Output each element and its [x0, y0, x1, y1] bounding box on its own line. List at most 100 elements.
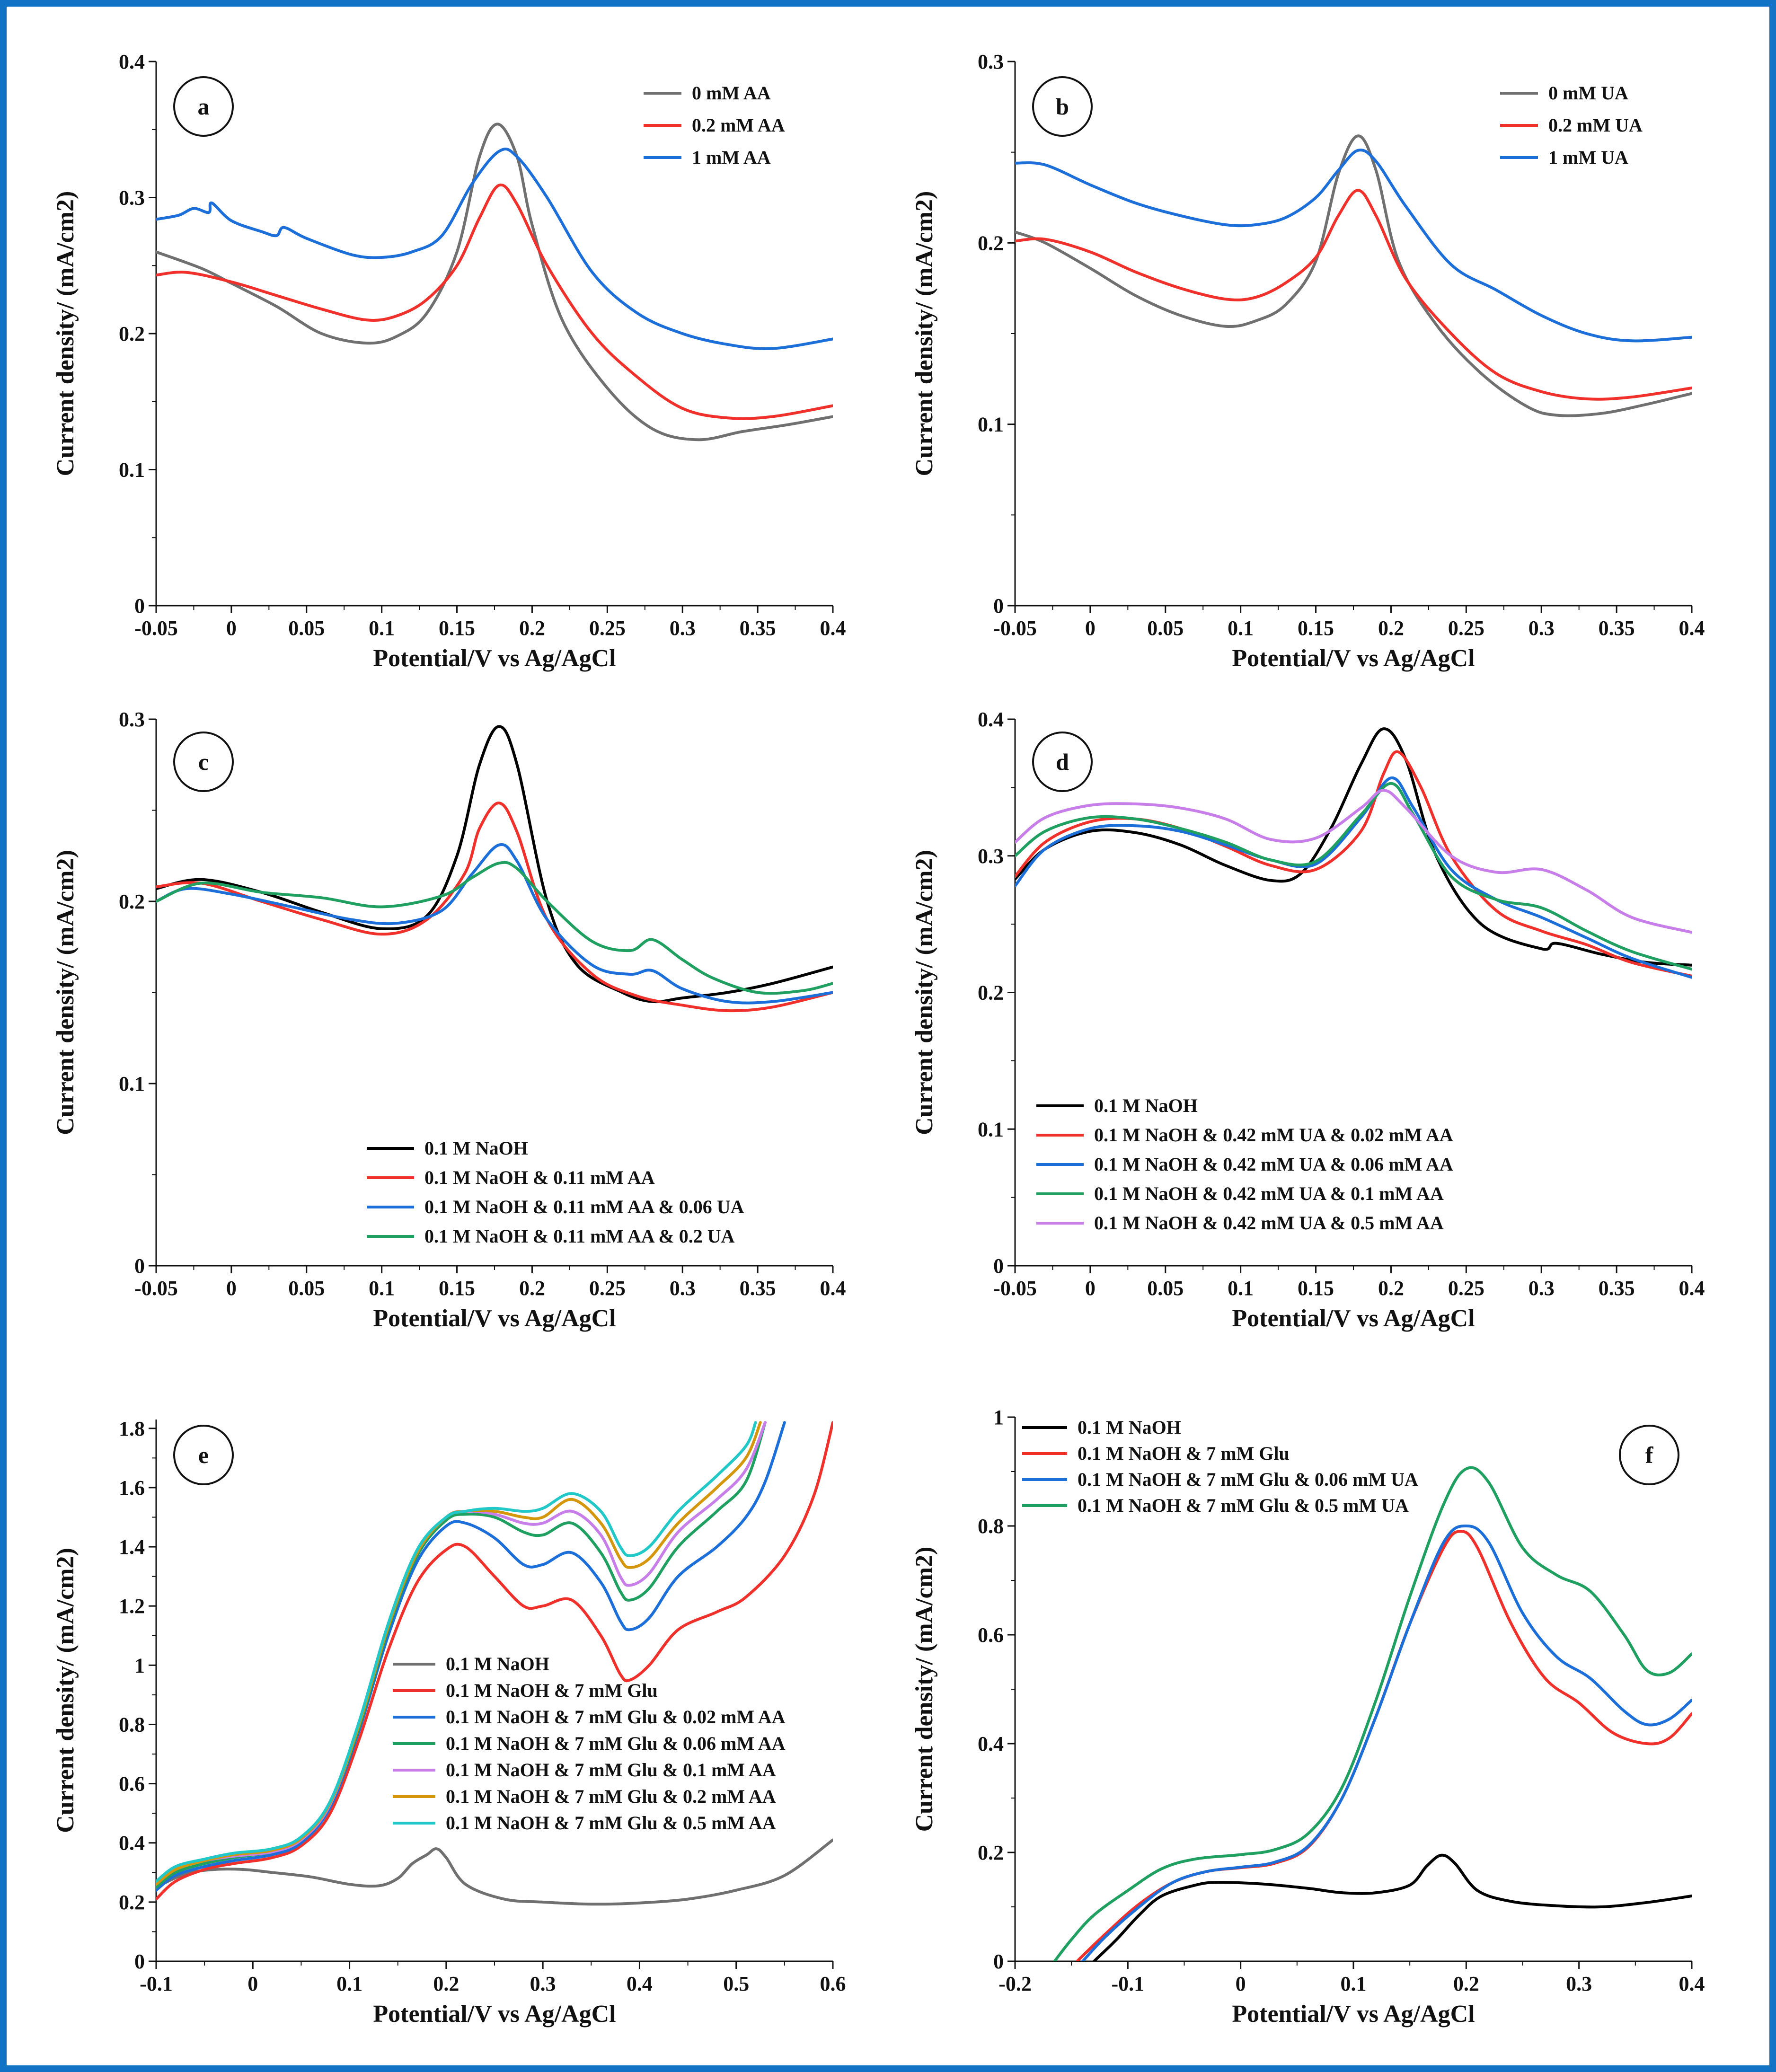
legend-label: 0.1 M NaOH & 7 mM Glu & 0.2 mM AA	[446, 1786, 776, 1807]
x-tick-label: 0.4	[627, 1972, 653, 1995]
x-tick-label: 0.2	[433, 1972, 459, 1995]
y-tick-label: 0	[134, 1950, 145, 1973]
legend-label: 0.1 M NaOH & 7 mM Glu & 0.5 mM AA	[446, 1812, 776, 1834]
x-tick-label: 0.5	[723, 1972, 749, 1995]
series-line-2	[156, 183, 833, 420]
panel-label: e	[198, 1442, 209, 1468]
chart-panel-b: -0.05 0 0.05 0.1 0.15 0.2 0.25 0.3 0.35 0.400.10.…	[911, 50, 1705, 672]
x-tick-label: 0.3	[670, 617, 696, 640]
x-tick-label: 0.35	[1599, 617, 1635, 640]
y-tick-label: 0.3	[119, 708, 145, 731]
x-tick-label: 0.1	[1228, 1277, 1254, 1300]
panel-label: b	[1056, 93, 1069, 120]
y-tick-label: 0.1	[119, 458, 145, 482]
x-tick-label: 0.05	[288, 1277, 325, 1300]
chart-panel-a: -0.05 0 0.05 0.1 0.15 0.2 0.25 0.3 0.35 0.400.10.…	[52, 50, 846, 672]
legend-label: 0.2 mM UA	[1548, 115, 1643, 136]
panel-label-circle	[1032, 732, 1093, 792]
y-tick-label: 0.3	[119, 186, 145, 210]
series-line-3	[1081, 1525, 1692, 1961]
y-axis-label: Current density/ (mA/cm2)	[52, 850, 79, 1135]
x-tick-label: 0.15	[439, 1277, 475, 1300]
panel-label: f	[1645, 1442, 1654, 1468]
x-tick-label: -0.05	[993, 1277, 1037, 1300]
legend-label: 0 mM UA	[1548, 82, 1628, 104]
y-tick-label: 1.6	[119, 1476, 145, 1499]
y-tick-label: 0.1	[978, 413, 1004, 436]
legend-label: 0.1 M NaOH & 7 mM Glu	[446, 1680, 658, 1701]
legend-label: 0.1 M NaOH & 7 mM Glu	[1078, 1443, 1290, 1464]
x-axis-label: Potential/V vs Ag/AgCl	[1232, 2001, 1475, 2028]
x-tick-label: 0.15	[439, 617, 475, 640]
y-tick-label: 0.2	[978, 1841, 1004, 1864]
x-tick-label: 0.35	[740, 1277, 776, 1300]
y-tick-label: 0.2	[119, 1891, 145, 1914]
x-tick-label: -0.1	[1112, 1972, 1145, 1995]
x-tick-label: 0.3	[530, 1972, 556, 1995]
y-tick-label: 0	[993, 1254, 1004, 1278]
legend-label: 0.1 M NaOH & 0.11 mM AA & 0.2 UA	[424, 1226, 735, 1247]
y-tick-label: 0.1	[978, 1118, 1004, 1141]
y-tick-label: 0.2	[119, 890, 145, 913]
legend-label: 0.1 M NaOH	[1078, 1417, 1181, 1438]
legend-label: 0.1 M NaOH & 7 mM Glu & 0.5 mM UA	[1078, 1495, 1409, 1516]
legend-label: 0.1 M NaOH & 0.42 mM UA & 0.06 mM AA	[1094, 1154, 1453, 1175]
panel-label-circle	[173, 732, 234, 792]
panel-label-circle	[1619, 1425, 1679, 1485]
x-tick-label: 0.3	[670, 1277, 696, 1300]
x-tick-label: 0.4	[1679, 1972, 1705, 1995]
x-tick-label: 0.4	[1679, 617, 1705, 640]
series-line-4	[1053, 1466, 1692, 1961]
x-tick-label: 0.2	[1378, 617, 1404, 640]
series-line-3	[156, 147, 833, 350]
panel-label-circle	[1032, 76, 1093, 137]
y-tick-label: 0	[993, 594, 1004, 617]
legend-label: 0.1 M NaOH	[1094, 1095, 1198, 1116]
y-tick-label: 1.8	[119, 1417, 145, 1440]
x-tick-label: -0.05	[134, 617, 178, 640]
series-line-4	[1015, 782, 1692, 971]
series-line-1	[156, 123, 833, 441]
legend-label: 0.1 M NaOH & 7 mM Glu & 0.02 mM AA	[446, 1706, 786, 1728]
legend-label: 0.1 M NaOH & 0.42 mM UA & 0.1 mM AA	[1094, 1183, 1444, 1204]
series-line-3	[1015, 149, 1692, 343]
y-tick-label: 0	[993, 1950, 1004, 1973]
series-line-2	[1015, 750, 1692, 978]
x-tick-label: 0.25	[1448, 617, 1484, 640]
y-tick-label: 0.3	[978, 845, 1004, 868]
x-tick-label: 0.25	[1448, 1277, 1484, 1300]
series-line-7	[156, 1421, 757, 1883]
x-tick-label: 0	[1236, 1972, 1246, 1995]
chart-panel-e: -0.1 0 0.1 0.2 0.3 0.4 0.5 0.600.20.40.60.811.2…	[52, 1417, 846, 2028]
panel-label-circle	[173, 76, 234, 137]
y-tick-label: 1	[993, 1406, 1004, 1429]
x-tick-label: -0.05	[134, 1277, 178, 1300]
panel-label: c	[198, 749, 209, 775]
y-axis-label: Current density/ (mA/cm2)	[52, 1548, 79, 1833]
series-line-3	[156, 843, 833, 1005]
legend-label: 0.1 M NaOH & 0.11 mM AA & 0.06 UA	[424, 1196, 744, 1217]
x-tick-label: 0.2	[1453, 1972, 1479, 1995]
series-line-2	[156, 1421, 833, 1901]
x-tick-label: 0	[1085, 1277, 1096, 1300]
y-tick-label: 0.4	[119, 1832, 145, 1855]
x-tick-label: 0.3	[1529, 617, 1555, 640]
x-tick-label: 0.2	[519, 1277, 545, 1300]
y-tick-label: 0	[134, 1254, 145, 1278]
x-tick-label: -0.2	[998, 1972, 1032, 1995]
series-line-1	[156, 1838, 833, 1906]
x-tick-label: 0.25	[589, 1277, 626, 1300]
x-tick-label: 0.05	[288, 617, 325, 640]
y-tick-label: 0.4	[978, 708, 1004, 731]
y-tick-label: 0.2	[978, 231, 1004, 255]
x-tick-label: -0.05	[993, 617, 1037, 640]
x-axis-label: Potential/V vs Ag/AgCl	[373, 2001, 616, 2028]
y-tick-label: 0.8	[119, 1713, 145, 1736]
series-line-1	[1015, 134, 1692, 417]
series-line-1	[1015, 727, 1692, 967]
y-tick-label: 0.8	[978, 1515, 1004, 1538]
x-tick-label: 0	[226, 617, 237, 640]
legend-label: 1 mM AA	[692, 147, 771, 168]
legend-label: 0.1 M NaOH & 0.11 mM AA	[424, 1167, 655, 1188]
